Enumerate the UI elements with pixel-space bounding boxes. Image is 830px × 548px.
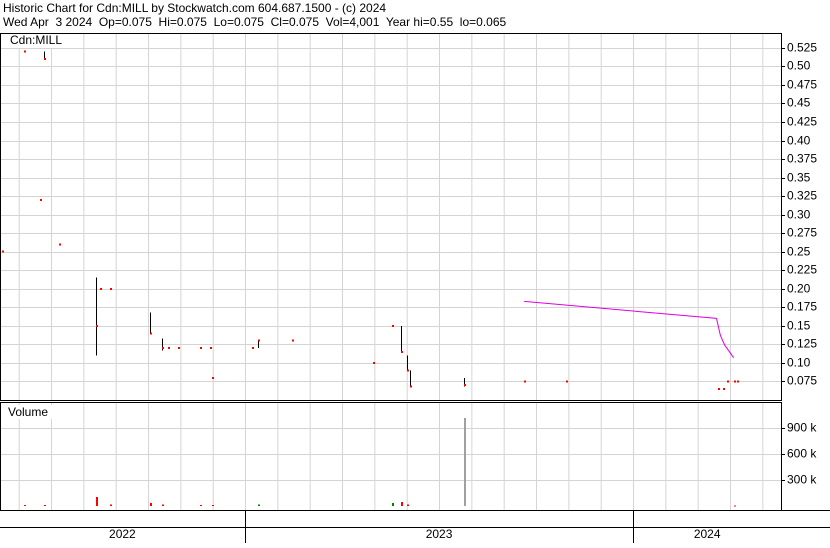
close-mark <box>162 347 164 350</box>
close-mark <box>24 50 26 53</box>
y-tick-label: 0.075 <box>787 374 817 388</box>
close-mark <box>210 347 212 350</box>
volume-bar <box>110 504 112 506</box>
x-tick-label: 2023 <box>426 527 453 541</box>
y-tick-label: 0.15 <box>787 319 811 333</box>
header-quote: Wed Apr 3 2024 Op=0.075 Hi=0.075 Lo=0.07… <box>3 15 507 29</box>
y-tick-label: 600 k <box>787 447 817 461</box>
x-tick-label: 2022 <box>109 527 136 541</box>
close-mark <box>401 350 403 353</box>
y-tick-label: 0.375 <box>787 152 817 166</box>
close-mark <box>407 369 409 372</box>
y-tick-label: 0.50 <box>787 59 811 73</box>
volume-bar <box>150 502 152 506</box>
close-mark <box>252 347 254 350</box>
y-tick-label: 0.10 <box>787 356 811 370</box>
close-mark <box>168 347 170 350</box>
close-mark <box>734 380 736 383</box>
close-mark <box>566 380 568 383</box>
y-tick-label: 0.175 <box>787 300 817 314</box>
x-tick-label: 2024 <box>694 527 721 541</box>
y-tick-label: 0.225 <box>787 263 817 277</box>
volume-bar <box>162 504 164 506</box>
close-mark <box>96 324 98 327</box>
volume-bar <box>24 505 26 507</box>
volume-label: Volume <box>8 405 48 419</box>
y-tick-label: 0.475 <box>787 78 817 92</box>
close-mark <box>718 387 720 390</box>
close-mark <box>40 198 42 201</box>
volume-bar <box>258 504 260 506</box>
y-tick-label: 0.25 <box>787 245 811 259</box>
close-mark <box>524 380 526 383</box>
y-tick-label: 0.125 <box>787 337 817 351</box>
close-mark <box>410 385 412 388</box>
close-mark <box>2 250 4 253</box>
price-grid <box>0 33 782 401</box>
volume-bar <box>734 505 736 507</box>
y-tick-label: 0.275 <box>787 226 817 240</box>
label-bg <box>6 405 56 419</box>
close-mark <box>100 287 102 290</box>
label-bg <box>8 34 66 48</box>
price-frame <box>0 33 782 401</box>
y-tick-label: 0.20 <box>787 282 811 296</box>
moving-average <box>524 300 735 358</box>
close-mark <box>258 339 260 342</box>
volume-bar <box>407 504 409 506</box>
close-mark <box>110 287 112 290</box>
y-tick-label: 0.525 <box>787 41 817 55</box>
symbol-label: Cdn:MILL <box>10 33 62 47</box>
volume-bar <box>392 502 394 506</box>
y-tick-label: 0.40 <box>787 134 811 148</box>
volume-bar <box>96 496 98 506</box>
y-tick-label: 0.30 <box>787 208 811 222</box>
volume-grid <box>0 402 782 511</box>
close-mark <box>723 387 725 390</box>
close-mark <box>59 243 61 246</box>
close-mark <box>150 332 152 335</box>
y-tick-label: 900 k <box>787 421 817 435</box>
y-tick-label: 0.35 <box>787 171 811 185</box>
close-mark <box>727 380 729 383</box>
close-mark <box>212 376 214 379</box>
y-tick-label: 0.325 <box>787 189 817 203</box>
volume-bar <box>200 505 202 507</box>
close-mark <box>44 57 46 60</box>
close-mark <box>737 380 739 383</box>
volume-bar <box>401 502 403 506</box>
close-mark <box>392 324 394 327</box>
volume-bar <box>212 505 214 507</box>
header-title: Historic Chart for Cdn:MILL by Stockwatc… <box>3 1 386 15</box>
y-tick-label: 0.425 <box>787 115 817 129</box>
y-tick-label: 300 k <box>787 473 817 487</box>
close-mark <box>464 384 466 387</box>
volume-bar <box>44 505 46 507</box>
close-mark <box>200 347 202 350</box>
close-mark <box>178 347 180 350</box>
volume-bar <box>464 418 466 506</box>
close-mark <box>292 339 294 342</box>
y-tick-label: 0.45 <box>787 96 811 110</box>
close-mark <box>373 361 375 364</box>
